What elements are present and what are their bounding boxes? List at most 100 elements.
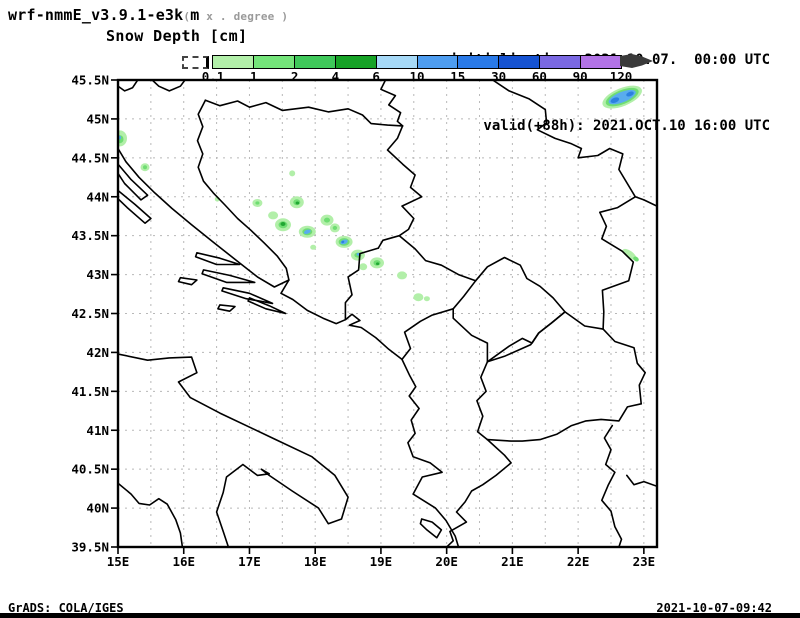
lon-label-16E: 16E bbox=[172, 554, 195, 569]
lat-label-40N: 40N bbox=[86, 501, 109, 516]
colorbar-underflow-box bbox=[182, 56, 209, 69]
snow-blob bbox=[255, 201, 260, 205]
snow-blob bbox=[295, 201, 300, 205]
snow-blob bbox=[622, 248, 637, 260]
island-vis bbox=[177, 276, 198, 286]
snow-blob bbox=[397, 271, 407, 280]
model-title-text: wrf-nmmE_v3.9.1-e3k bbox=[8, 6, 184, 24]
snow-blob bbox=[626, 91, 634, 97]
bottom-bar bbox=[0, 613, 800, 618]
lon-label-19E: 19E bbox=[370, 554, 393, 569]
macedonia-east-border bbox=[602, 328, 647, 405]
lat-label-41.5N: 41.5N bbox=[71, 384, 109, 399]
corfu-island bbox=[419, 518, 443, 539]
colorbar-segment-1 bbox=[253, 56, 295, 68]
lat-label-44.5N: 44.5N bbox=[71, 150, 109, 165]
lat-label-41N: 41N bbox=[86, 423, 109, 438]
lon-label-23E: 23E bbox=[633, 554, 656, 569]
colorbar-segment-7 bbox=[499, 56, 541, 68]
sava-river-border bbox=[204, 99, 404, 127]
model-title-m: m bbox=[190, 6, 200, 24]
snow-blob bbox=[359, 263, 368, 271]
lon-label-15E: 15E bbox=[107, 554, 130, 569]
island-dugi-otok bbox=[118, 189, 152, 224]
croatia-bosnia-border bbox=[196, 99, 290, 281]
snow-depth-shading bbox=[118, 85, 642, 302]
valid-time: valid(+88h): 2021.OCT.10 16:00 UTC bbox=[483, 118, 770, 134]
colorbar-segment-4 bbox=[376, 56, 418, 68]
drina-border bbox=[377, 125, 423, 249]
colorbar-label-4: 4 bbox=[331, 69, 340, 84]
snow-blob bbox=[280, 222, 286, 226]
lon-label-17E: 17E bbox=[238, 554, 261, 569]
rijeka-coast bbox=[118, 80, 139, 92]
model-title: wrf-nmmE_v3.9.1-e3k(m x . degree ) bbox=[8, 6, 288, 24]
lat-label-45.5N: 45.5N bbox=[71, 73, 109, 88]
chalkidiki-coast bbox=[625, 474, 657, 488]
colorbar-segment-6 bbox=[458, 56, 500, 68]
serbia-montenegro-border bbox=[398, 234, 477, 282]
colorbar-label-1: 1 bbox=[250, 69, 258, 84]
model-title-paren: ( bbox=[183, 10, 191, 23]
map-outlines bbox=[118, 80, 657, 547]
colorbar-label-2: 2 bbox=[290, 69, 299, 84]
plot-title: Snow Depth [cm] bbox=[106, 27, 248, 45]
overflow-arrow-shape bbox=[620, 54, 653, 68]
colorbar-segment-9 bbox=[581, 56, 622, 68]
snow-blob bbox=[143, 165, 147, 170]
snow-blob bbox=[376, 262, 380, 265]
grads-credit: GrADS: COLA/IGES bbox=[8, 601, 124, 615]
colorbar-segment-8 bbox=[540, 56, 582, 68]
island-pag bbox=[118, 163, 149, 201]
colorbar-segment-3 bbox=[335, 56, 377, 68]
snow-blob bbox=[341, 240, 345, 244]
snow-blob bbox=[610, 97, 620, 104]
colorbar-segment-5 bbox=[417, 56, 459, 68]
snow-blob bbox=[332, 225, 338, 230]
greece-thermaic-coast bbox=[600, 424, 623, 547]
snow-blob bbox=[633, 256, 639, 262]
colorbar-label-6: 6 bbox=[372, 69, 380, 84]
lat-label-42.5N: 42.5N bbox=[71, 306, 109, 321]
lon-label-22E: 22E bbox=[567, 554, 590, 569]
lon-label-18E: 18E bbox=[304, 554, 327, 569]
lat-label-42N: 42N bbox=[86, 345, 109, 360]
island-hvar bbox=[201, 269, 256, 284]
creation-timestamp: 2021-10-07-09:42 bbox=[656, 601, 772, 615]
italy-adriatic-coast bbox=[118, 353, 349, 547]
lat-label-43N: 43N bbox=[86, 267, 109, 282]
macedonia-south-border bbox=[486, 402, 643, 442]
lon-label-20E: 20E bbox=[435, 554, 458, 569]
island-korcula bbox=[221, 286, 274, 305]
snow-blob bbox=[268, 211, 279, 220]
snow-blob bbox=[303, 229, 311, 235]
lon-label-21E: 21E bbox=[501, 554, 524, 569]
albania-greece-border bbox=[445, 438, 512, 547]
lat-label-40.5N: 40.5N bbox=[71, 462, 109, 477]
lat-label-45N: 45N bbox=[86, 111, 109, 126]
colorbar bbox=[212, 55, 622, 69]
italy-tyrrhenian-coast bbox=[118, 482, 184, 547]
lat-label-39.5N: 39.5N bbox=[71, 540, 109, 555]
lat-label-43.5N: 43.5N bbox=[71, 228, 109, 243]
serbia-bulgaria-border bbox=[598, 196, 637, 330]
gridlines bbox=[118, 80, 657, 547]
model-title-overlay: x . degree ) bbox=[199, 10, 289, 23]
macedonia-north-border bbox=[486, 311, 604, 363]
snow-blob bbox=[413, 293, 424, 302]
bosnia-montenegro-border bbox=[344, 247, 380, 321]
lat-label-44N: 44N bbox=[86, 189, 109, 204]
peljesac-peninsula bbox=[247, 297, 287, 315]
snow-blob bbox=[310, 244, 317, 250]
island-brac bbox=[194, 252, 241, 266]
croatia-border-north bbox=[151, 80, 186, 92]
montenegro-albania-border bbox=[401, 307, 455, 361]
colorbar-segment-0 bbox=[213, 56, 254, 68]
albania-macedonia-border bbox=[476, 360, 489, 441]
axis-ticks-and-labels: 45.5N 45N 44.5N 44N 43.5N 43N 42.5N 42N 41.5N 41N… bbox=[71, 73, 655, 570]
danube-croatia-serbia-border bbox=[380, 80, 404, 127]
colorbar-segment-2 bbox=[294, 56, 336, 68]
colorbar-overflow-arrow bbox=[620, 54, 653, 68]
